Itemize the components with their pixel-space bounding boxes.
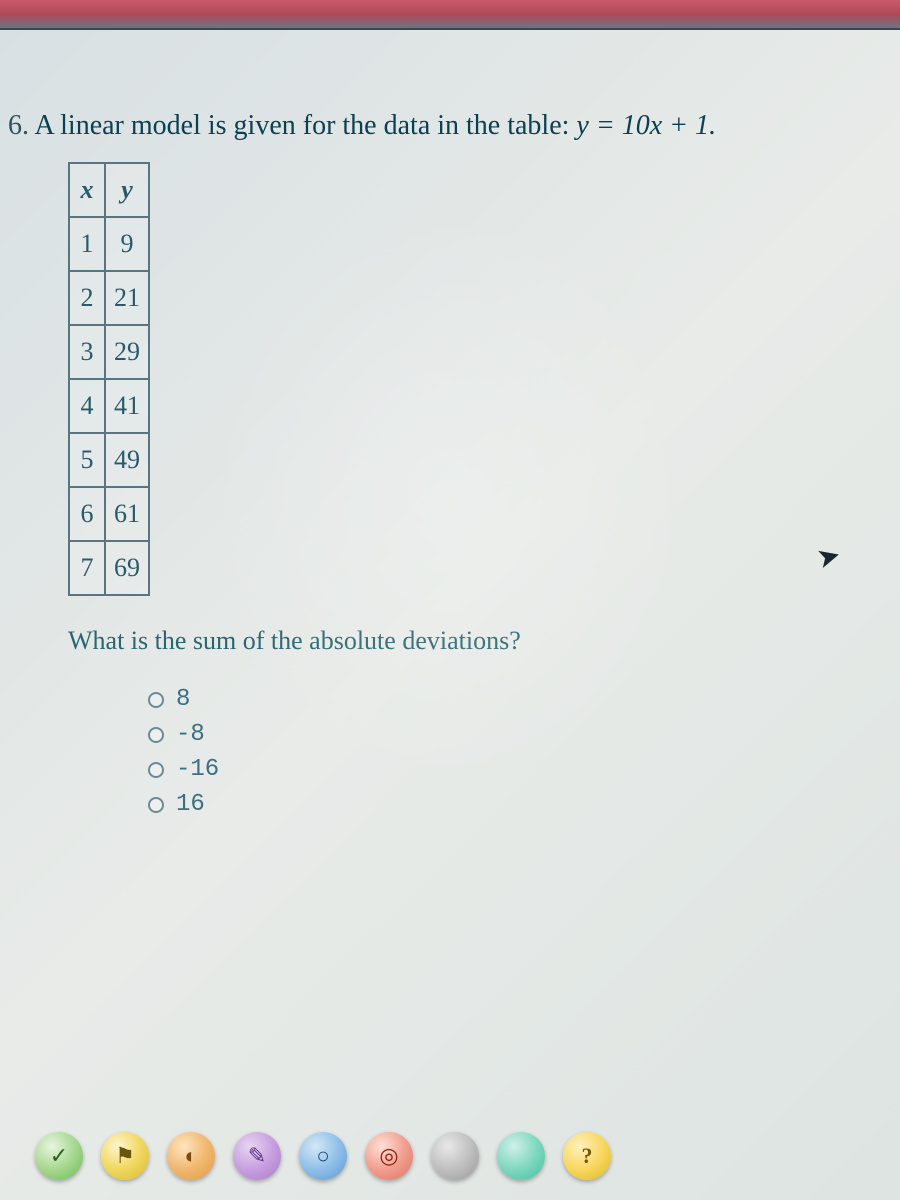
question-number: 6. [8,110,29,141]
table-cell-x: 2 [69,271,105,325]
option-b[interactable]: -8 [148,721,900,748]
speak-icon: ○ [316,1143,329,1169]
data-table: x y 1 9 2 21 3 29 4 41 5 49 [68,162,150,596]
table-header-y: y [105,163,149,217]
table-cell-x: 4 [69,379,105,433]
table-row: 6 61 [69,487,149,541]
table-cell-x: 5 [69,433,105,487]
help-button[interactable]: ? [563,1132,611,1180]
option-label: -16 [176,756,219,783]
table-row: 3 29 [69,325,149,379]
option-label: 8 [176,686,190,713]
table-row: 4 41 [69,379,149,433]
table-row: 5 49 [69,433,149,487]
option-d[interactable]: 16 [148,791,900,818]
speak-button[interactable]: ○ [299,1132,347,1180]
flag-button[interactable]: ⚑ [101,1132,149,1180]
help-icon: ? [582,1143,593,1169]
table-cell-y: 29 [105,325,149,379]
question-prompt: 6. A linear model is given for the data … [8,110,900,142]
table-row: 2 21 [69,271,149,325]
equation: y = 10x + 1. [576,110,716,141]
table-row: 7 69 [69,541,149,595]
target-button[interactable]: ◎ [365,1132,413,1180]
radio-icon[interactable] [148,727,164,743]
highlight-icon: ◐ [184,1143,197,1169]
table-cell-y: 61 [105,487,149,541]
highlight-button[interactable]: ◐ [167,1132,215,1180]
table-cell-x: 1 [69,217,105,271]
option-label: -8 [176,721,205,748]
table-cell-y: 9 [105,217,149,271]
tool-button-7[interactable] [431,1132,479,1180]
note-button[interactable]: ✎ [233,1132,281,1180]
table-cell-y: 41 [105,379,149,433]
radio-icon[interactable] [148,692,164,708]
table-cell-y: 49 [105,433,149,487]
sub-question-text: What is the sum of the absolute deviatio… [68,626,900,656]
table-cell-y: 69 [105,541,149,595]
note-icon: ✎ [248,1143,266,1169]
check-button[interactable]: ✓ [35,1132,83,1180]
bottom-toolbar: ✓ ⚑ ◐ ✎ ○ ◎ ? [35,1132,611,1180]
option-label: 16 [176,791,205,818]
tool-button-8[interactable] [497,1132,545,1180]
table-cell-y: 21 [105,271,149,325]
check-icon: ✓ [50,1143,68,1169]
question-content: 6. A linear model is given for the data … [0,30,900,818]
table-cell-x: 6 [69,487,105,541]
answer-options: 8 -8 -16 16 [148,686,900,818]
flag-icon: ⚑ [115,1143,135,1169]
table-header-x: x [69,163,105,217]
radio-icon[interactable] [148,797,164,813]
option-c[interactable]: -16 [148,756,900,783]
radio-icon[interactable] [148,762,164,778]
table-cell-x: 3 [69,325,105,379]
table-row: 1 9 [69,217,149,271]
question-text: A linear model is given for the data in … [34,110,576,141]
target-icon: ◎ [379,1143,398,1169]
option-a[interactable]: 8 [148,686,900,713]
window-top-edge [0,0,900,30]
table-cell-x: 7 [69,541,105,595]
